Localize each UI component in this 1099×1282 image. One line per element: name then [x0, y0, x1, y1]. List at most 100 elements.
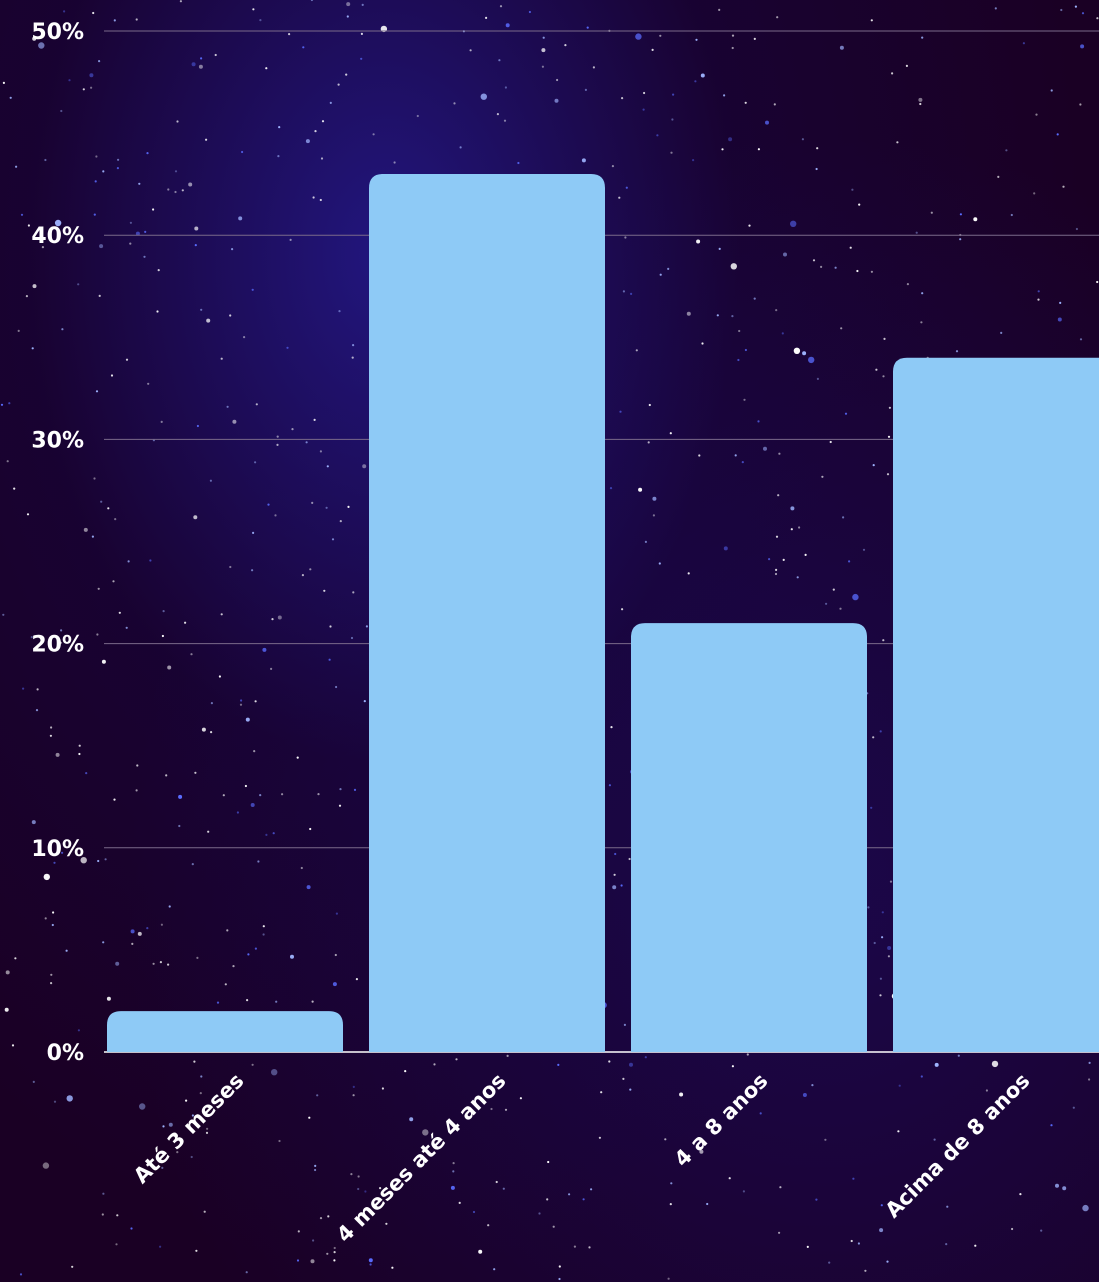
star-dot	[288, 33, 291, 36]
star-dot	[113, 19, 116, 22]
star-dot	[357, 1175, 360, 1178]
star-dot	[331, 538, 335, 541]
star-dot	[308, 1116, 311, 1119]
star-dot	[42, 1162, 50, 1169]
star-dot	[763, 446, 767, 451]
star-dot	[335, 685, 338, 689]
star-dot	[110, 374, 114, 377]
star-dot	[338, 804, 342, 807]
star-dot	[118, 611, 121, 614]
star-dot	[265, 67, 268, 70]
star-dot	[20, 213, 24, 216]
bars	[107, 173, 1099, 1052]
star-dot	[224, 983, 227, 986]
star-dot	[276, 435, 279, 438]
star-dot	[930, 211, 933, 214]
star-dot	[1062, 185, 1065, 188]
star-dot	[380, 25, 388, 33]
star-dot	[368, 1258, 373, 1263]
star-dot	[459, 146, 462, 149]
star-dot	[700, 73, 705, 78]
star-dot	[851, 188, 854, 191]
star-dot	[619, 410, 622, 413]
star-dot	[83, 527, 88, 532]
star-dot	[44, 158, 47, 162]
star-dot	[27, 224, 30, 227]
star-dot	[36, 688, 39, 691]
star-dot	[743, 398, 746, 401]
star-dot	[629, 1062, 633, 1067]
star-dot	[753, 297, 756, 300]
y-tick-label: 20%	[31, 633, 84, 658]
star-dot	[125, 358, 129, 361]
star-dot	[101, 659, 106, 664]
star-dot	[629, 1088, 632, 1091]
star-dot	[730, 263, 737, 270]
bar	[631, 623, 867, 1052]
star-dot	[130, 929, 135, 934]
star-dot	[889, 880, 893, 883]
star-dot	[1000, 331, 1003, 334]
star-dot	[581, 158, 586, 163]
star-dot	[9, 96, 12, 99]
star-dot	[573, 1245, 577, 1248]
star-dot	[44, 917, 47, 920]
star-dot	[360, 57, 363, 60]
star-dot	[957, 1054, 960, 1057]
star-dot	[49, 734, 53, 737]
star-dot	[765, 120, 769, 125]
star-dot	[323, 589, 326, 592]
star-dot	[38, 42, 45, 49]
star-dot	[232, 965, 235, 968]
star-dot	[254, 700, 257, 703]
star-dot	[557, 1063, 560, 1066]
star-dot	[870, 19, 873, 22]
star-dot	[1059, 301, 1062, 304]
star-dot	[558, 1265, 561, 1268]
star-dot	[246, 999, 249, 1002]
star-dot	[404, 1070, 407, 1073]
star-dot	[54, 219, 62, 227]
star-dot	[873, 941, 876, 945]
star-dot	[1088, 1078, 1091, 1081]
star-dot	[731, 34, 735, 37]
star-dot	[365, 625, 368, 628]
star-dot	[195, 1249, 198, 1252]
star-dot	[89, 73, 94, 78]
x-category-label: Acima de 8 anos	[881, 1069, 1035, 1223]
star-dot	[881, 936, 884, 939]
star-dot	[1005, 149, 1008, 152]
star-dot	[568, 1193, 571, 1196]
star-dot	[50, 441, 54, 444]
star-dot	[778, 452, 781, 455]
star-dot	[333, 1259, 336, 1262]
star-dot	[50, 726, 53, 729]
star-dot	[178, 824, 181, 828]
star-dot	[276, 443, 279, 446]
star-dot	[143, 255, 146, 258]
star-dot	[296, 1259, 300, 1262]
star-dot	[723, 546, 728, 551]
star-dot	[768, 558, 771, 561]
star-dot	[250, 803, 255, 807]
star-dot	[1079, 338, 1083, 341]
star-dot	[538, 1212, 541, 1215]
star-dot	[880, 1204, 883, 1207]
star-dot	[32, 36, 37, 41]
star-dot	[842, 516, 845, 519]
star-dot	[542, 36, 545, 39]
star-dot	[98, 294, 101, 297]
star-dot	[326, 465, 329, 468]
star-dot	[879, 994, 882, 997]
star-dot	[644, 540, 648, 544]
star-dot	[200, 308, 203, 311]
star-dot	[329, 625, 332, 628]
star-dot	[652, 514, 656, 517]
star-dot	[991, 1060, 999, 1068]
star-dot	[687, 572, 690, 575]
star-dot	[78, 744, 81, 747]
star-dot	[478, 1249, 483, 1254]
star-dot	[798, 526, 801, 529]
star-dot	[255, 403, 258, 406]
